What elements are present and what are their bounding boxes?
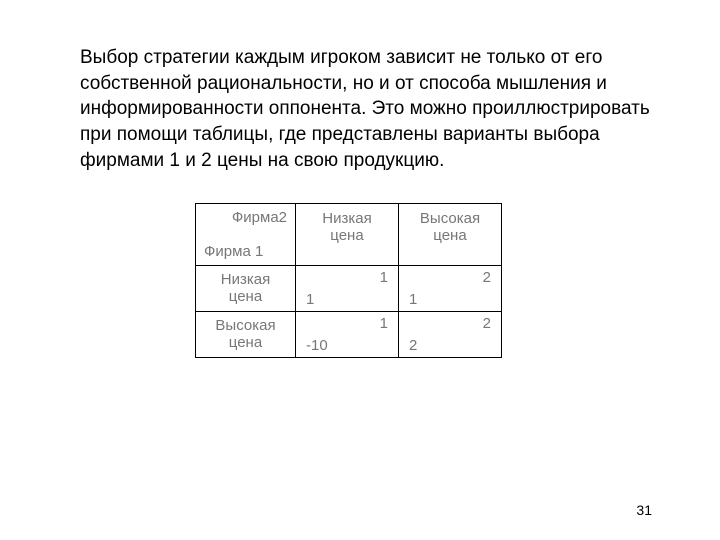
payoff-top: 1 [380,315,388,332]
payoff-top: 2 [483,315,491,332]
row-header-2: Высокая цена [196,312,296,358]
payoff-table: Фирма2 Фирма 1 Низкая цена Высокая цена … [195,203,502,358]
page-number: 31 [636,502,652,518]
payoff-r2c2: 2 2 [399,312,502,358]
table-header-row: Фирма2 Фирма 1 Низкая цена Высокая цена [196,204,502,266]
corner-bottom-label: Фирма 1 [204,243,263,260]
payoff-bottom: -10 [306,337,328,354]
payoff-r1c1: 1 1 [296,266,399,312]
payoff-top: 1 [380,269,388,286]
payoff-r1c2: 2 1 [399,266,502,312]
col-header-2: Высокая цена [399,204,502,266]
payoff-table-container: Фирма2 Фирма 1 Низкая цена Высокая цена … [195,203,660,358]
corner-header-cell: Фирма2 Фирма 1 [196,204,296,266]
table-row: Высокая цена 1 -10 2 2 [196,312,502,358]
col-header-1: Низкая цена [296,204,399,266]
table-row: Низкая цена 1 1 2 1 [196,266,502,312]
corner-top-label: Фирма2 [232,209,287,226]
payoff-bottom: 1 [409,291,417,308]
row-header-1: Низкая цена [196,266,296,312]
intro-paragraph: Выбор стратегии каждым игроком зависит н… [80,45,660,173]
payoff-r2c1: 1 -10 [296,312,399,358]
payoff-top: 2 [483,269,491,286]
payoff-bottom: 2 [409,337,417,354]
payoff-bottom: 1 [306,291,314,308]
